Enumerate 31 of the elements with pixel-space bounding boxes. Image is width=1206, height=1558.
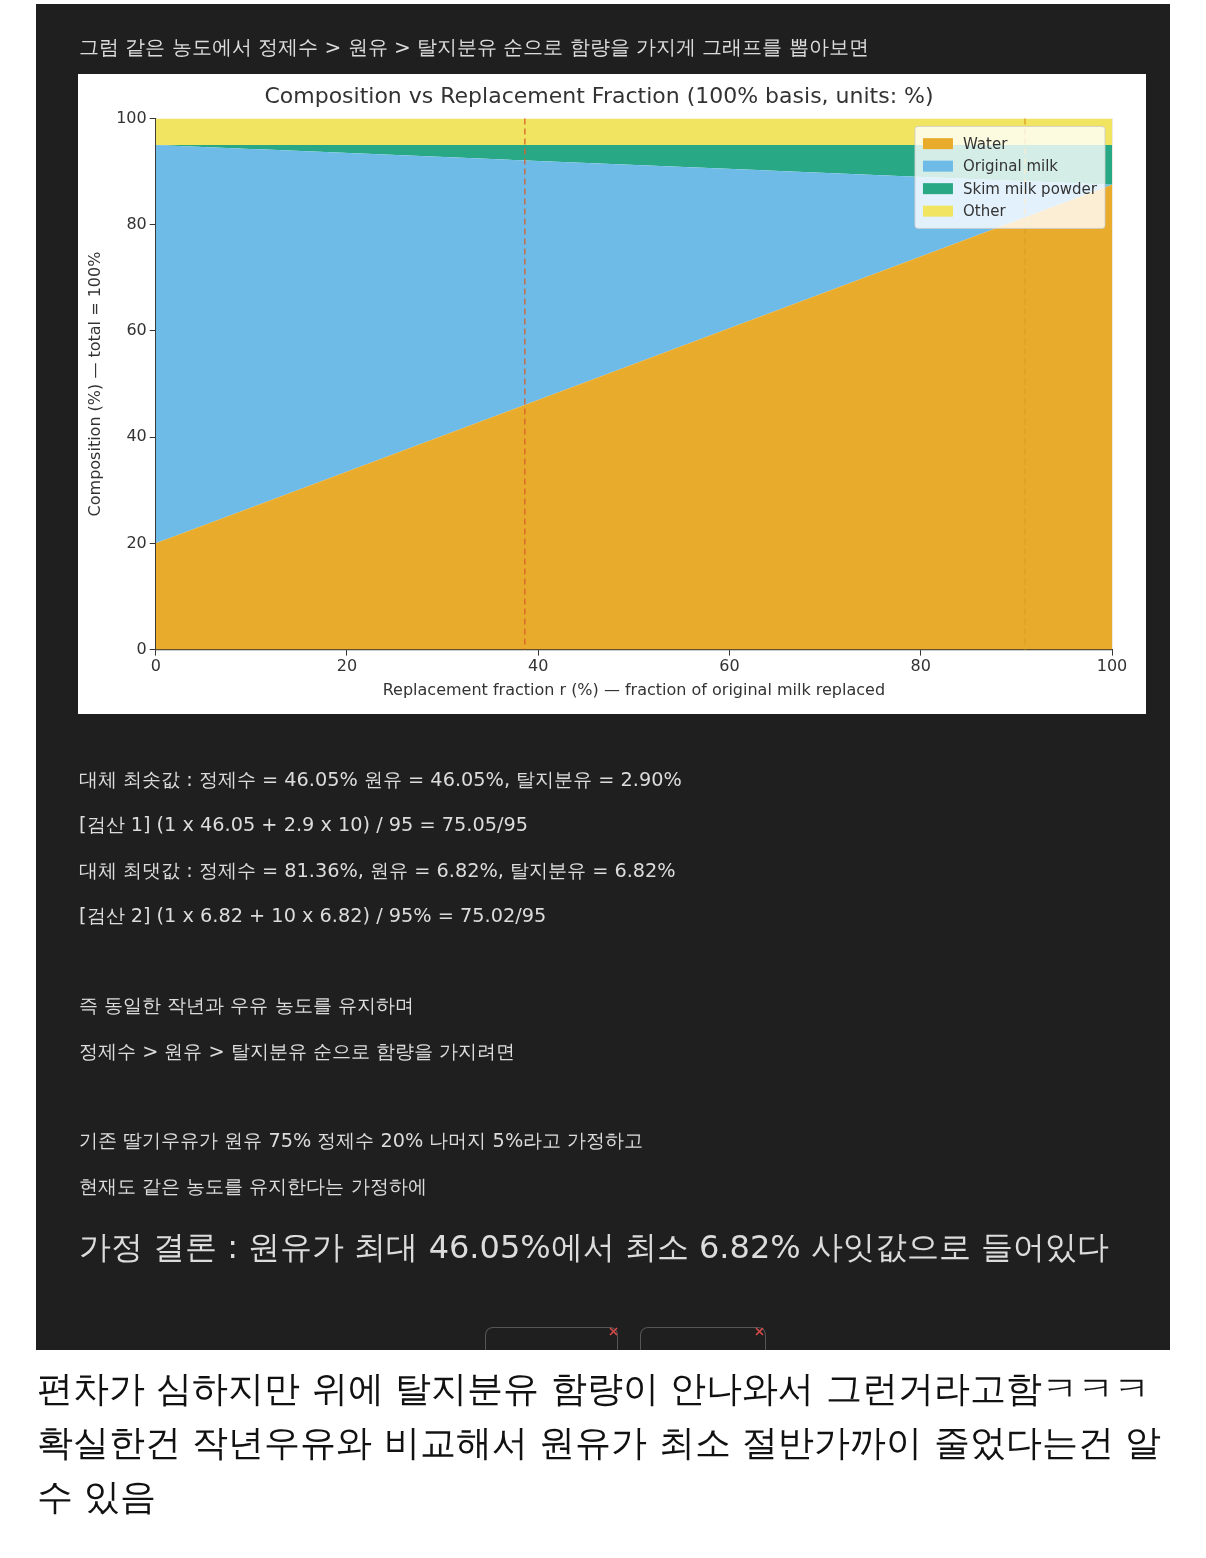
legend-label: Original milk	[962, 157, 1059, 176]
chart-title: Composition vs Replacement Fraction (100% basis, units: %)	[264, 82, 934, 108]
x-tick-label: 20	[336, 656, 358, 676]
legend-label: Skim milk powder	[962, 179, 1098, 198]
x-axis-title: Replacement fraction r (%) — fraction of original milk replaced	[382, 679, 886, 699]
text: 확실한건 작년우유와 비교해서 원유가 최소 절반가까이 줄었다는건 알 수 있음	[37, 1421, 1163, 1519]
x-tick-label: 60	[719, 656, 740, 676]
y-tick-label: 20	[126, 532, 147, 552]
text: [검산 2] (1 x 6.82 + 10 x 6.82) / 95% = 75.02/95	[79, 904, 547, 929]
text: [검산 1] (1 x 46.05 + 2.9 x 10) / 95 = 75.05/95	[79, 813, 528, 838]
text: 정제수 > 원유 > 탈지분유 순으로 함량을 가지려면	[79, 1040, 516, 1065]
y-tick-label: 100	[116, 107, 147, 127]
legend-label: Water	[962, 134, 1009, 153]
text: 편차가 심하지만 위에 탈지분유 함량이 안나와서 그런거라고함ㅋㅋㅋ	[37, 1367, 1151, 1411]
legend-label: Other	[962, 202, 1007, 221]
x-tick-label: 80	[910, 656, 931, 676]
y-tick-label: 80	[126, 213, 147, 233]
text: 대체 최댓값 : 정제수 = 81.36%, 원유 = 6.82%, 탈지분유 = 6.82%	[79, 859, 676, 884]
text: 현재도 같은 농도를 유지한다는 가정하에	[79, 1175, 427, 1200]
text: 대체 최솟값 : 정제수 = 46.05% 원유 = 46.05%, 탈지분유 = 2.90%	[79, 768, 682, 793]
x-tick-label: 0	[150, 656, 161, 676]
x-tick-label: 100	[1096, 656, 1128, 676]
text: 가정 결론 : 원유가 최대 46.05%에서 최소 6.82% 사잇값으로 들어있다	[79, 1227, 1109, 1268]
text: 그럼 같은 농도에서 정제수 > 원유 > 탈지분유 순으로 함량을 가지게 그래프를 뽑아보면	[79, 35, 869, 60]
y-axis-title: Composition (%) — total = 100%	[84, 251, 104, 517]
text: 즉 동일한 작년과 우유 농도를 유지하며	[79, 994, 414, 1019]
y-tick-label: 60	[126, 320, 147, 340]
y-tick-label: 0	[136, 638, 147, 658]
text: 기존 딸기우유가 원유 75% 정제수 20% 나머지 5%라고 가정하고	[79, 1129, 644, 1154]
y-tick-label: 40	[126, 426, 147, 446]
x-tick-label: 40	[528, 656, 549, 676]
